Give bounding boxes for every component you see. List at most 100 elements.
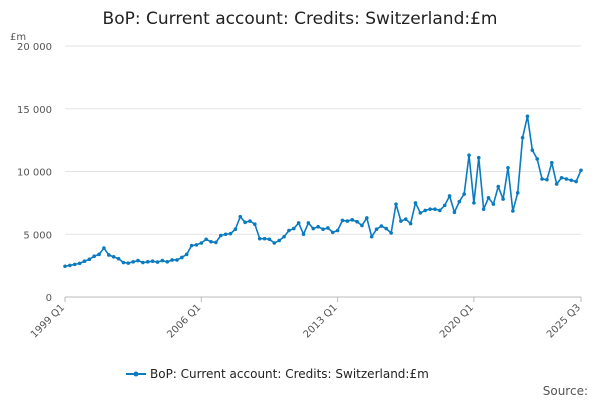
- data-point: [291, 226, 296, 231]
- data-point: [433, 207, 437, 211]
- data-point: [549, 160, 554, 165]
- data-point: [321, 227, 325, 232]
- data-point: [126, 261, 131, 265]
- data-point: [253, 222, 257, 227]
- data-point: [145, 260, 150, 264]
- data-point: [545, 177, 549, 182]
- data-point: [267, 237, 272, 242]
- data-point: [554, 182, 559, 186]
- legend[interactable]: BoP: Current account: Credits: Switzerla…: [126, 367, 429, 381]
- data-point: [462, 192, 466, 196]
- data-point: [141, 260, 145, 265]
- data-point: [418, 211, 423, 215]
- data-point: [184, 252, 189, 257]
- data-point: [160, 258, 165, 263]
- y-tick-label: 10 000: [17, 168, 52, 179]
- data-point: [574, 179, 578, 184]
- data-point: [233, 227, 238, 232]
- data-point: [569, 178, 574, 183]
- data-point: [287, 228, 291, 233]
- y-tick-label: 20 000: [17, 42, 52, 53]
- data-point: [472, 201, 476, 205]
- data-point: [340, 218, 345, 223]
- data-point: [204, 237, 208, 242]
- data-point: [486, 196, 491, 200]
- data-point: [379, 224, 384, 228]
- data-point: [111, 255, 116, 259]
- data-point: [496, 184, 501, 189]
- legend-swatch-marker: [133, 371, 139, 377]
- legend-label: BoP: Current account: Credits: Switzerla…: [150, 367, 429, 381]
- data-point: [525, 114, 530, 119]
- data-point: [369, 234, 374, 239]
- data-point: [175, 258, 179, 262]
- data-point: [326, 226, 330, 230]
- data-point: [77, 261, 82, 266]
- data-point: [248, 219, 252, 223]
- data-point: [131, 260, 135, 264]
- data-point: [389, 231, 393, 235]
- gridlines: [65, 45, 581, 235]
- data-point: [535, 157, 539, 161]
- data-point: [82, 259, 87, 264]
- data-point: [481, 207, 486, 211]
- data-point: [394, 202, 398, 206]
- x-tick-label: 2020 Q1: [438, 302, 476, 340]
- data-point: [257, 236, 262, 241]
- data-point: [136, 258, 140, 263]
- y-tick-label: 15 000: [17, 105, 52, 116]
- data-point: [365, 216, 369, 220]
- data-point: [180, 255, 184, 260]
- data-point: [209, 239, 213, 244]
- data-point: [452, 210, 457, 215]
- y-axis-ticks: 0 5 000 10 000 15 000 20 000: [17, 42, 52, 304]
- data-point: [228, 231, 233, 236]
- data-point: [121, 260, 126, 265]
- x-axis-ticks: 1999 Q1 2006 Q1 2013 Q1 2020 Q1 2025 Q3: [29, 297, 583, 340]
- data-point: [63, 264, 67, 269]
- x-tick-label: 2025 Q3: [545, 302, 583, 340]
- data-point: [491, 202, 496, 206]
- data-point: [345, 219, 350, 223]
- data-point: [150, 259, 155, 264]
- data-point: [92, 254, 97, 259]
- data-point: [467, 153, 471, 157]
- x-tick-label: 2013 Q1: [302, 302, 340, 340]
- data-point: [511, 209, 515, 213]
- data-point: [199, 241, 204, 245]
- data-point: [403, 217, 408, 221]
- data-point: [447, 194, 452, 198]
- data-point: [355, 219, 359, 224]
- data-point: [335, 228, 340, 233]
- data-point: [350, 218, 355, 222]
- data-point: [442, 203, 447, 208]
- data-point: [238, 214, 243, 219]
- data-point: [218, 233, 223, 238]
- data-point: [515, 191, 520, 195]
- series-group: [63, 114, 583, 269]
- data-point: [262, 236, 267, 241]
- data-point: [559, 175, 564, 180]
- data-point: [408, 221, 413, 226]
- data-point: [413, 201, 418, 205]
- data-point: [155, 260, 160, 264]
- data-point: [579, 168, 583, 173]
- y-axis-unit: £m: [10, 32, 26, 43]
- data-point: [457, 199, 462, 204]
- y-tick-label: 0: [46, 293, 52, 304]
- data-point: [223, 232, 228, 237]
- data-point: [165, 260, 170, 264]
- data-point: [301, 232, 306, 237]
- data-point: [530, 148, 535, 152]
- data-point: [296, 221, 301, 225]
- data-point: [107, 253, 111, 257]
- data-point: [189, 243, 194, 248]
- data-point: [316, 224, 320, 229]
- y-tick-label: 5 000: [23, 230, 52, 241]
- source-label: Source:: [543, 384, 588, 398]
- series-line: [64, 115, 582, 268]
- data-point: [306, 221, 311, 225]
- data-point: [102, 246, 106, 250]
- data-point: [374, 227, 379, 232]
